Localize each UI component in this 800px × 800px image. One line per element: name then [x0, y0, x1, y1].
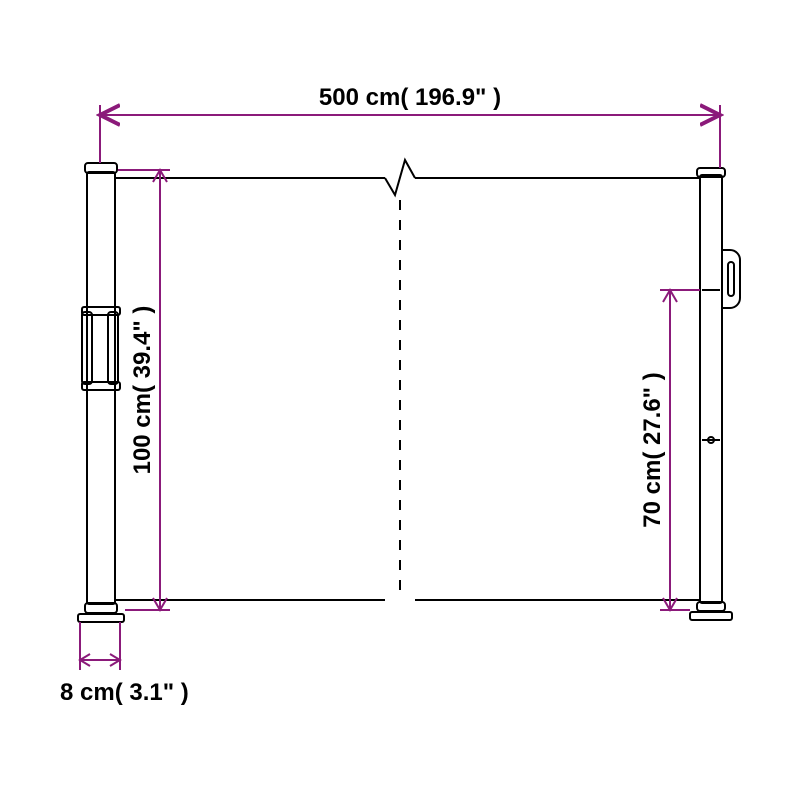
dim-label-height-left: 100 cm( 39.4" ) [129, 306, 156, 475]
dim-label-base: 8 cm( 3.1" ) [60, 679, 189, 706]
dim-label-width: 500 cm( 196.9" ) [319, 84, 501, 111]
dim-label-height-right: 70 cm( 27.6" ) [639, 372, 666, 527]
dimension-diagram: 500 cm( 196.9" ) 100 cm( 39.4" ) 70 cm( … [0, 0, 800, 800]
